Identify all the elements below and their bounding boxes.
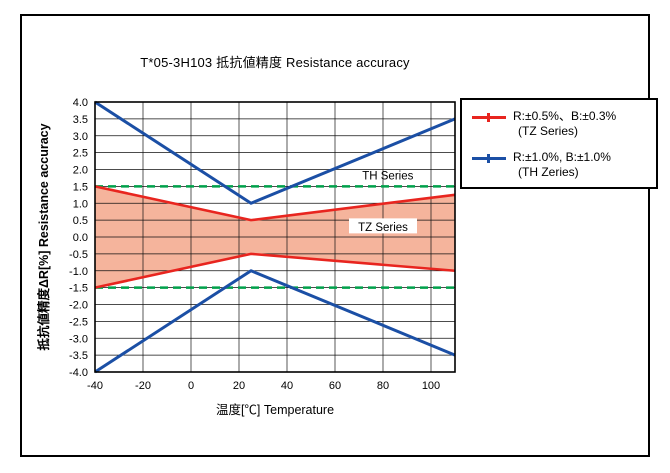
y-tick-label: 1.0 — [73, 198, 88, 210]
legend-text: R:±0.5%、B:±0.3% (TZ Series) — [513, 109, 616, 139]
x-tick-label: 60 — [329, 380, 341, 392]
y-tick-label: 3.5 — [73, 114, 88, 126]
y-tick-label: 0.0 — [73, 232, 88, 244]
x-tick-label: 40 — [281, 380, 293, 392]
y-tick-label: -2.0 — [69, 300, 88, 312]
y-tick-label: 3.0 — [73, 131, 88, 143]
annotation-bg — [349, 218, 417, 234]
figure-border — [20, 14, 650, 457]
legend-item-tz: R:±0.5%、B:±0.3% (TZ Series) — [472, 109, 650, 139]
series-TZ-upper — [94, 185, 456, 222]
plot-border — [94, 101, 456, 373]
y-tick-label: 4.0 — [73, 97, 88, 109]
x-tick-label: -40 — [87, 380, 103, 392]
series-TH-upper — [94, 100, 456, 205]
y-tick-label: -4.0 — [69, 367, 88, 379]
legend-label: R:±1.0%, B:±1.0% — [513, 150, 611, 164]
th-line-sample-icon — [472, 151, 506, 166]
x-tick-label: 100 — [422, 380, 440, 392]
series-TZ-lower — [94, 252, 456, 289]
legend: R:±0.5%、B:±0.3% (TZ Series) R:±1.0%, B:±… — [460, 98, 658, 189]
y-tick-label: -3.0 — [69, 333, 88, 345]
series-TH-lower — [94, 269, 456, 374]
legend-item-th: R:±1.0%, B:±1.0% (TH Zeries) — [472, 150, 650, 180]
x-tick-label: 0 — [188, 380, 194, 392]
line-sample-marker — [487, 113, 490, 122]
y-tick-label: -1.5 — [69, 283, 88, 295]
y-tick-label: -0.5 — [69, 249, 88, 261]
x-tick-label: -20 — [135, 380, 151, 392]
y-tick-label: 1.5 — [73, 181, 88, 193]
tz-line-sample-icon — [472, 110, 506, 125]
x-tick-label: 80 — [377, 380, 389, 392]
x-tick-label: 20 — [233, 380, 245, 392]
y-tick-label: 0.5 — [73, 215, 88, 227]
y-tick-label: -3.5 — [69, 350, 88, 362]
line-sample-marker — [487, 154, 490, 163]
y-tick-label: 2.0 — [73, 165, 88, 177]
y-tick-label: -2.5 — [69, 316, 88, 328]
x-axis-label: 温度[℃] Temperature — [215, 403, 335, 417]
y-tick-label: 2.5 — [73, 148, 88, 160]
legend-sublabel: (TZ Series) — [518, 124, 578, 138]
annotation: TH Series — [362, 171, 413, 183]
annotation: TZ Series — [358, 222, 408, 234]
legend-label: R:±0.5%、B:±0.3% — [513, 109, 617, 123]
legend-text: R:±1.0%, B:±1.0% (TH Zeries) — [513, 150, 611, 180]
chart-title: T*05-3H103 抵抗値精度 Resistance accuracy — [140, 55, 410, 70]
y-axis-label: 抵抗値精度ΔR[%] Resistance accuracy — [37, 123, 51, 351]
legend-sublabel: (TH Zeries) — [518, 165, 579, 179]
y-tick-label: -1.0 — [69, 266, 88, 278]
